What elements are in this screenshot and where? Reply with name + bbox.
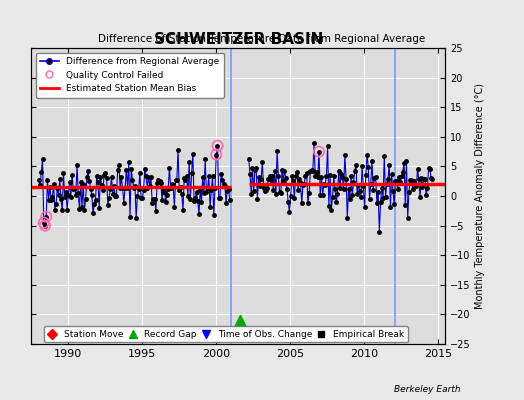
Difference from Regional Average — [214, 143, 221, 148]
Point — [236, 317, 244, 324]
Text: Difference of Station Temperature Data from Regional Average: Difference of Station Temperature Data f… — [99, 34, 425, 44]
Difference from Regional Average — [108, 175, 115, 180]
Point — [40, 220, 48, 226]
Point — [42, 214, 50, 220]
Text: Berkeley Earth: Berkeley Earth — [395, 385, 461, 394]
Difference from Regional Average — [116, 163, 122, 168]
Difference from Regional Average — [85, 168, 91, 173]
Point — [315, 148, 323, 155]
Difference from Regional Average — [169, 181, 175, 186]
Y-axis label: Monthly Temperature Anomaly Difference (°C): Monthly Temperature Anomaly Difference (… — [475, 83, 485, 309]
Difference from Regional Average — [36, 178, 42, 183]
Point — [212, 151, 221, 158]
Point — [41, 222, 49, 229]
Difference from Regional Average — [227, 198, 233, 203]
Title: SCHWEITZER BASIN: SCHWEITZER BASIN — [154, 32, 323, 47]
Point — [213, 142, 222, 149]
Line: Difference from Regional Average: Difference from Regional Average — [37, 144, 232, 227]
Difference from Regional Average — [191, 198, 197, 203]
Legend: Station Move, Record Gap, Time of Obs. Change, Empirical Break: Station Move, Record Gap, Time of Obs. C… — [45, 326, 408, 342]
Difference from Regional Average — [150, 196, 157, 201]
Difference from Regional Average — [42, 223, 48, 228]
